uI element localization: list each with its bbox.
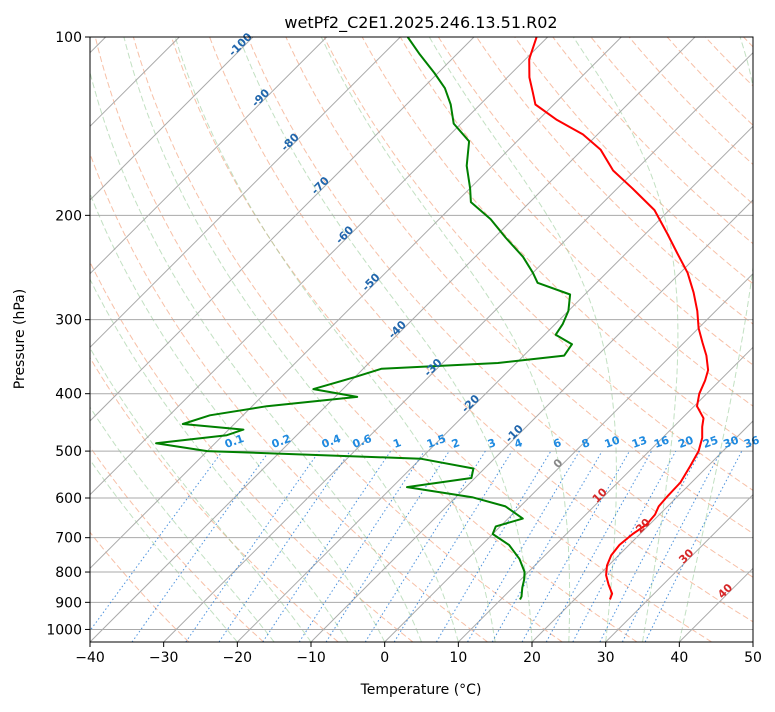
x-tick-label: 30 <box>597 650 615 666</box>
y-tick-label: 700 <box>55 531 82 547</box>
x-tick-label: −30 <box>149 650 179 666</box>
x-tick-label: 50 <box>744 650 762 666</box>
chart-title: wetPf2_C2E1.2025.246.13.51.R02 <box>284 13 557 33</box>
y-tick-label: 500 <box>55 444 82 460</box>
x-tick-label: 10 <box>449 650 467 666</box>
y-axis-label: Pressure (hPa) <box>12 289 28 389</box>
x-axis-label: Temperature (°C) <box>360 682 482 698</box>
x-tick-label: −10 <box>296 650 326 666</box>
x-tick-label: −20 <box>223 650 253 666</box>
x-tick-label: −40 <box>75 650 105 666</box>
y-tick-label: 400 <box>55 387 82 403</box>
y-tick-label: 200 <box>55 208 82 224</box>
y-tick-label: 800 <box>55 565 82 581</box>
y-tick-label: 300 <box>55 313 82 329</box>
y-tick-label: 600 <box>55 491 82 507</box>
y-tick-label: 900 <box>55 595 82 611</box>
x-tick-label: 40 <box>670 650 688 666</box>
x-tick-label: 0 <box>380 650 389 666</box>
y-tick-label: 1000 <box>46 622 82 638</box>
y-tick-label: 100 <box>55 30 82 46</box>
x-tick-label: 20 <box>523 650 541 666</box>
